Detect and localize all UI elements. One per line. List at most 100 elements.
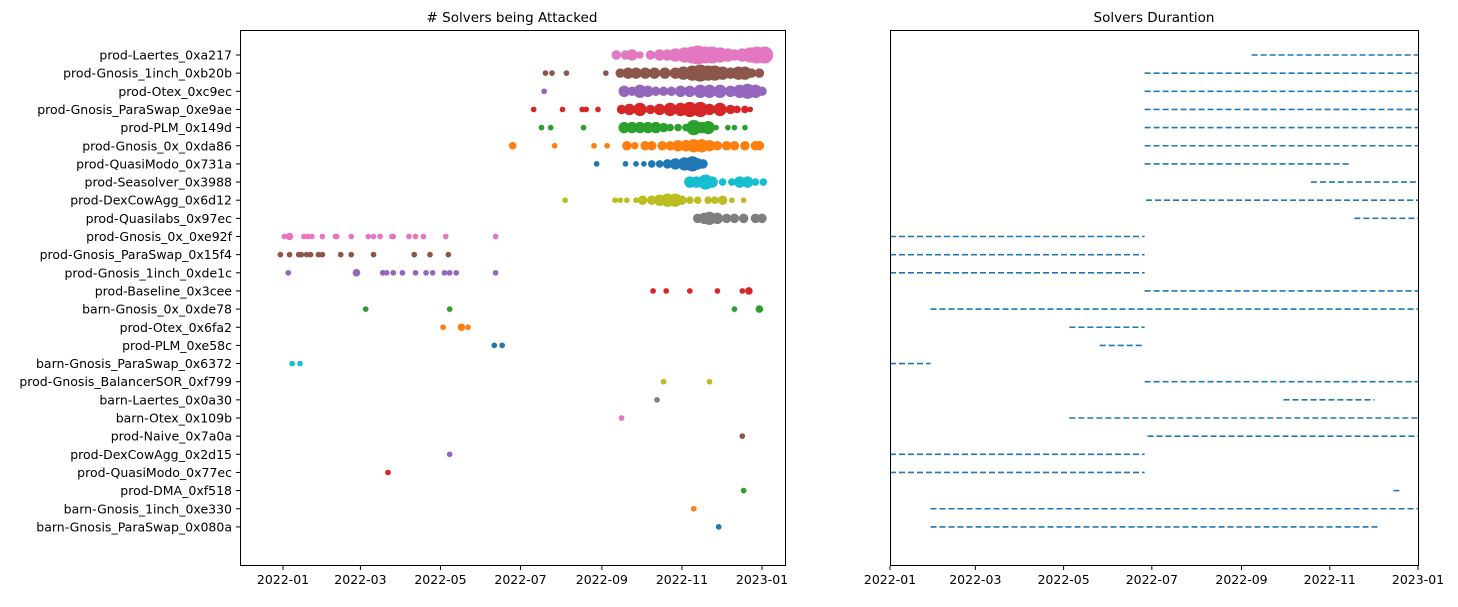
scatter-point: [721, 141, 732, 151]
scatter-point: [698, 159, 708, 169]
y-tick-label: prod-Quasilabs_0x97ec: [86, 211, 233, 226]
scatter-point: [666, 86, 677, 97]
scatter-point: [731, 124, 738, 131]
scatter-point: [337, 251, 344, 258]
scatter-point: [738, 213, 749, 224]
scatter-point: [615, 68, 626, 78]
scatter-point: [457, 323, 466, 332]
scatter-point: [622, 67, 634, 79]
scatter-point: [650, 86, 661, 97]
scatter-point: [641, 161, 647, 167]
y-tick-label: prod-DMA_0xf518: [120, 483, 232, 498]
scatter-point: [377, 233, 383, 240]
scatter-point: [551, 142, 558, 149]
scatter-point: [633, 102, 647, 117]
scatter-point: [733, 105, 741, 114]
scatter-point: [647, 195, 657, 205]
scatter-point: [617, 197, 624, 204]
scatter-point: [446, 306, 453, 312]
scatter-point: [281, 233, 288, 240]
scatter-point: [547, 124, 554, 131]
scatter-point: [305, 233, 311, 240]
scatter-point: [713, 84, 727, 98]
scatter-point: [636, 51, 644, 59]
scatter-point: [562, 197, 569, 204]
scatter-point: [315, 251, 322, 258]
scatter-point: [693, 84, 707, 98]
scatter-point: [303, 251, 310, 258]
scatter-point: [741, 105, 749, 114]
scatter-point: [728, 178, 736, 186]
scatter-point: [645, 50, 656, 60]
scatter-point: [390, 269, 397, 276]
scatter-point: [701, 120, 715, 135]
scatter-point: [618, 85, 630, 98]
scatter-point: [751, 178, 760, 186]
scatter-point: [370, 233, 377, 240]
scatter-point: [645, 104, 656, 115]
scatter-point: [277, 251, 284, 258]
scatter-point: [729, 141, 740, 151]
x-tick-label: 2022-03: [949, 572, 1001, 587]
left-axes-frame: [240, 30, 786, 566]
scatter-point: [686, 288, 693, 294]
scatter-point: [623, 197, 630, 204]
scatter-point: [639, 67, 651, 79]
scatter-point: [650, 288, 656, 294]
x-tick-label: 2022-07: [494, 572, 546, 587]
scatter-point: [674, 85, 687, 98]
y-tick-label: prod-Gnosis_BalancerSOR_0xf799: [19, 374, 232, 389]
scatter-point: [352, 269, 361, 277]
scatter-point: [733, 176, 746, 188]
scatter-point: [686, 196, 694, 204]
x-tick-label: 2023-01: [1392, 572, 1444, 587]
scatter-point: [420, 233, 427, 240]
x-tick-label: 2022-07: [1126, 572, 1178, 587]
scatter-point: [626, 49, 638, 61]
y-tick-label: prod-DexCowAgg_0x6d12: [70, 193, 232, 208]
y-tick-label: prod-Gnosis_0x_0xe92f: [86, 229, 233, 244]
scatter-point: [383, 269, 390, 276]
scatter-point: [499, 342, 506, 349]
scatter-point: [662, 159, 673, 169]
scatter-point: [740, 197, 747, 204]
scatter-point: [739, 433, 746, 439]
scatter-point: [618, 121, 630, 134]
scatter-point: [754, 68, 765, 78]
scatter-point: [672, 140, 684, 152]
scatter-point: [684, 85, 696, 98]
scatter-point: [307, 251, 314, 258]
scatter-point: [623, 103, 636, 116]
y-tick-label: barn-Gnosis_ParaSwap_0x6372: [36, 356, 232, 371]
scatter-point: [717, 195, 728, 205]
scatter-point: [704, 196, 712, 204]
scatter-point: [746, 68, 757, 78]
scatter-point: [286, 251, 293, 258]
scatter-point: [647, 160, 656, 168]
right-chart-title: Solvers Durantion: [1094, 10, 1215, 26]
scatter-point: [713, 102, 727, 117]
scatter-point: [289, 360, 296, 367]
scatter-point: [492, 233, 499, 240]
scatter-point: [580, 124, 587, 131]
scatter-point: [612, 197, 618, 204]
scatter-point: [427, 251, 433, 258]
y-tick-label: prod-Gnosis_1inch_0xde1c: [64, 265, 232, 280]
y-tick-label: prod-Naive_0x7a0a: [111, 429, 232, 444]
scatter-point: [755, 305, 764, 313]
x-tick-label: 2022-01: [257, 572, 309, 587]
scatter-point: [423, 269, 429, 276]
scatter-point: [634, 121, 646, 134]
scatter-point: [739, 288, 746, 294]
y-tick-label: prod-PLM_0x149d: [120, 120, 232, 135]
scatter-point: [663, 102, 677, 117]
scatter-point: [348, 233, 355, 240]
scatter-point: [690, 505, 697, 512]
right-duration-plot: 2022-01 2022-03 2022-05 2022-07 2022-09 2022-…: [864, 54, 1444, 587]
scatter-point: [370, 251, 377, 258]
scatter-point: [729, 213, 740, 224]
scatter-point: [714, 288, 721, 294]
scatter-point: [390, 233, 397, 240]
scatter-point: [706, 378, 713, 385]
scatter-point: [362, 306, 369, 312]
